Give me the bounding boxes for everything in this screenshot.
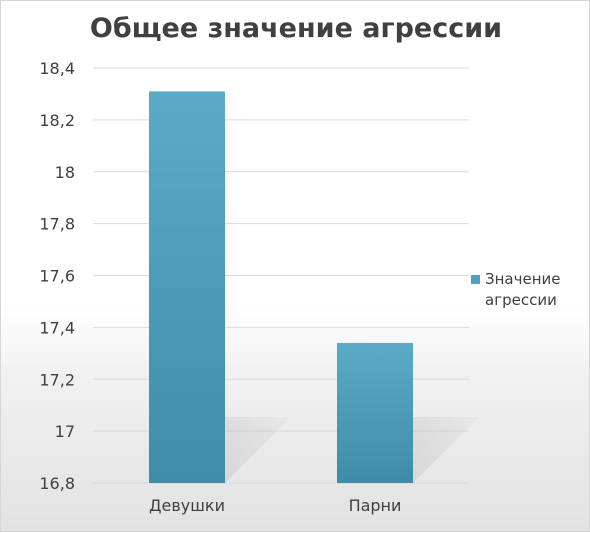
bar-parni xyxy=(337,342,413,483)
y-tick-label: 16,8 xyxy=(39,474,75,493)
y-tick-label: 18,2 xyxy=(39,111,75,130)
y-tick-label: 17,8 xyxy=(39,215,75,234)
legend-swatch xyxy=(471,275,480,284)
x-category-label: Парни xyxy=(349,496,402,515)
bars xyxy=(149,91,413,483)
y-tick-label: 18 xyxy=(55,163,75,182)
y-axis-tick-labels: 18,4 18,2 18 17,8 17,6 17,4 17,2 17 16,8 xyxy=(39,59,75,493)
y-tick-label: 18,4 xyxy=(39,59,75,78)
x-category-label: Девушки xyxy=(149,496,225,515)
y-tick-label: 17,6 xyxy=(39,267,75,286)
y-tick-label: 17 xyxy=(55,422,75,441)
legend-label: Значение агрессии xyxy=(485,270,561,309)
x-axis-category-labels: Девушки Парни xyxy=(149,496,401,515)
chart-title: Общее значение агрессии xyxy=(89,13,503,44)
bar-devushki xyxy=(149,91,225,483)
y-tick-label: 17,4 xyxy=(39,318,75,337)
y-tick-label: 17,2 xyxy=(39,370,75,389)
